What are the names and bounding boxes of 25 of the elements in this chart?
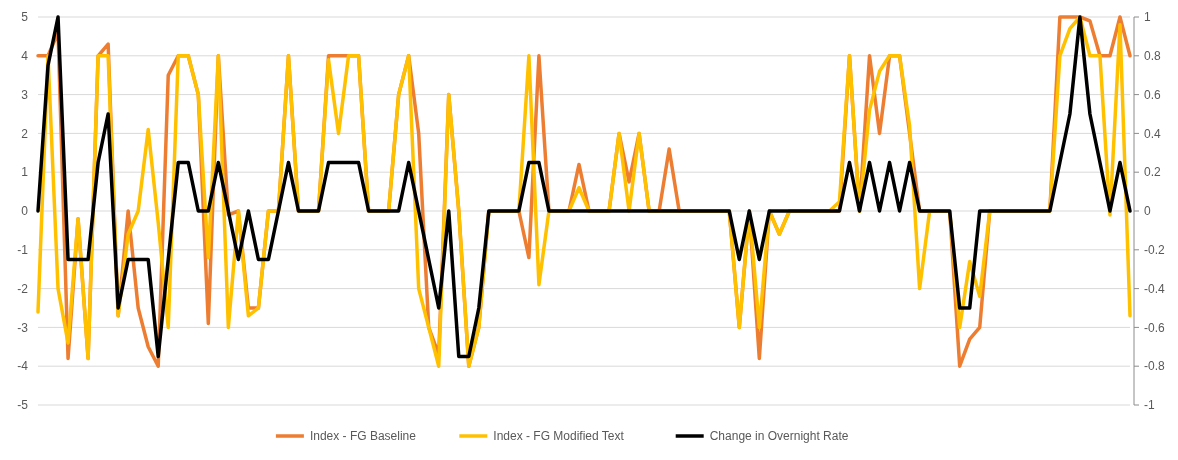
- y2-tick-label: -0.4: [1144, 281, 1165, 296]
- legend-label: Index - FG Modified Text: [493, 429, 625, 444]
- y2-tick-label: -0.6: [1144, 320, 1165, 335]
- y2-tick-label: 1: [1144, 10, 1151, 25]
- y2-tick-label: -0.2: [1144, 243, 1165, 257]
- y-tick-label: -4: [17, 359, 29, 374]
- y2-tick-label: 0.6: [1144, 87, 1162, 102]
- y2-tick-label: 0: [1144, 204, 1151, 219]
- y2-tick-label: -1: [1144, 398, 1155, 413]
- y2-tick-label: -0.8: [1144, 359, 1165, 374]
- y-tick-label: 3: [21, 87, 29, 102]
- y-tick-label: 1: [21, 165, 29, 180]
- y-tick-label: -2: [17, 281, 29, 296]
- y-tick-label: 0: [21, 204, 29, 219]
- y2-tick-label: 0.8: [1144, 49, 1162, 63]
- y-tick-label: 5: [21, 10, 29, 25]
- legend-label: Change in Overnight Rate: [709, 429, 849, 444]
- y-tick-label: 2: [21, 126, 29, 141]
- y-tick-label: 4: [21, 49, 29, 63]
- y-tick-label: -1: [17, 243, 29, 257]
- y-tick-label: -3: [17, 320, 29, 335]
- y-tick-label: -5: [17, 398, 29, 413]
- y2-tick-label: 0.2: [1144, 165, 1162, 180]
- y2-tick-label: 0.4: [1144, 126, 1162, 141]
- legend-label: Index - FG Baseline: [309, 429, 417, 444]
